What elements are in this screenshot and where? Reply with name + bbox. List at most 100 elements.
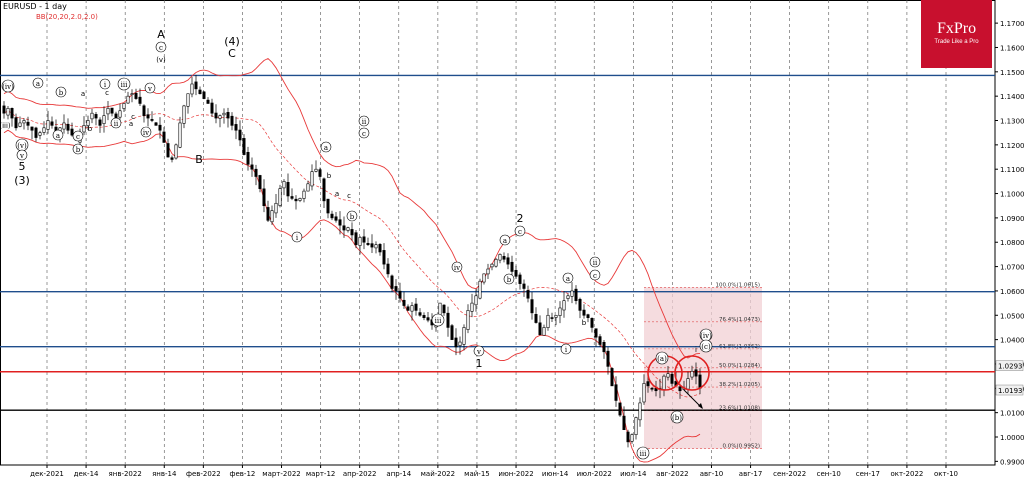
y-tick-label: 1.0400	[1000, 337, 1024, 345]
candle-down	[134, 93, 138, 99]
fxpro-logo: FxPro Trade Like a Pro	[921, 0, 992, 68]
candle-up	[554, 314, 558, 318]
price-tag-box	[995, 360, 1024, 371]
x-tick-label: март-12	[306, 470, 336, 478]
wave-label: a	[81, 90, 85, 98]
wave-label-circle	[144, 82, 156, 94]
candle-down	[154, 122, 158, 126]
wave-label-circle	[699, 339, 713, 353]
candle-down	[110, 107, 114, 114]
candle-up	[638, 402, 642, 421]
candle-up	[282, 181, 286, 189]
wave-label: a	[335, 190, 339, 198]
candle-down	[606, 350, 610, 367]
candle-down	[678, 386, 682, 392]
candle-down	[30, 126, 34, 131]
candle-up	[270, 210, 274, 223]
bollinger-middle	[3, 110, 701, 398]
candle-down	[114, 113, 118, 119]
candle-down	[290, 196, 294, 199]
candle-down	[250, 164, 254, 170]
candle-up	[478, 280, 482, 299]
candle-up	[490, 263, 494, 268]
wave-label: b	[76, 146, 81, 154]
candle-up	[346, 227, 350, 231]
candle-down	[506, 257, 510, 265]
candle-down	[522, 283, 526, 289]
bollinger-lower	[3, 129, 701, 463]
candlesticks	[2, 74, 702, 448]
candle-up	[126, 95, 130, 104]
candle-down	[646, 381, 650, 387]
candle-down	[2, 105, 6, 114]
candle-up	[298, 198, 302, 201]
candle-down	[550, 317, 554, 319]
candle-up	[466, 310, 470, 330]
candle-down	[418, 312, 422, 316]
fib-level-label: 23.6%(1.0108)	[719, 406, 760, 412]
candle-up	[18, 122, 22, 127]
x-tick-label: июл-2022	[577, 470, 612, 478]
wave-label: a	[503, 237, 507, 245]
candle-down	[422, 315, 426, 319]
y-tick-label: 1.0700	[1000, 264, 1024, 272]
candle-up	[106, 108, 110, 115]
candle-down	[226, 112, 230, 119]
candle-down	[582, 309, 586, 316]
wave-label: a	[56, 132, 60, 140]
candle-up	[686, 378, 690, 390]
candle-down	[382, 250, 386, 265]
x-tick-label: март-2022	[262, 470, 300, 478]
candle-down	[50, 121, 54, 126]
wave-label: iv	[454, 264, 460, 272]
candle-down	[158, 124, 162, 131]
candle-up	[570, 290, 574, 297]
wave-label-circle	[346, 210, 358, 222]
candle-up	[90, 112, 94, 120]
candle-down	[162, 131, 166, 143]
wave-label: c	[105, 89, 109, 97]
candle-down	[574, 288, 578, 301]
y-tick-label: 1.1500	[1000, 69, 1024, 77]
candle-up	[474, 295, 478, 306]
logo-brand: FxPro	[936, 20, 977, 37]
candle-up	[102, 115, 106, 124]
candle-down	[206, 99, 210, 104]
candle-down	[198, 89, 202, 95]
bollinger-upper	[3, 57, 701, 359]
candle-down	[66, 123, 70, 131]
candle-up	[38, 132, 42, 136]
candle-down	[534, 313, 538, 323]
candle-down	[618, 402, 622, 416]
x-tick-label: фев-12	[230, 470, 256, 478]
wave-label-circle	[562, 272, 574, 284]
candle-up	[218, 115, 222, 119]
candle-down	[150, 119, 154, 121]
candle-up	[358, 237, 362, 246]
candle-up	[498, 254, 502, 261]
y-tick-label: 1.1600	[1000, 44, 1024, 52]
wave-label: (b)	[672, 414, 682, 422]
candle-down	[526, 290, 530, 299]
candle-down	[322, 178, 326, 202]
price-axis: 1.1700 1.1600 1.1500 1.1400 1.1300 1.1200 1.11…	[995, 20, 1024, 466]
candle-down	[266, 207, 270, 221]
candle-down	[518, 274, 522, 284]
candle-up	[690, 370, 694, 378]
wave-label: i	[565, 346, 568, 354]
candle-down	[670, 373, 674, 384]
wave-label-circle	[117, 77, 131, 91]
wave-label: b	[59, 89, 64, 97]
candle-down	[350, 229, 354, 236]
candle-up	[486, 268, 490, 275]
projection-arrowhead	[698, 403, 703, 409]
y-tick-label: 1.1300	[1000, 118, 1024, 126]
wave-label-circle	[560, 343, 572, 355]
wave-label: c	[362, 130, 366, 138]
candle-down	[402, 299, 406, 306]
plot-frame	[0, 0, 996, 466]
candle-up	[174, 144, 178, 159]
wave-label-circle	[503, 273, 515, 285]
candle-up	[666, 373, 670, 378]
wave-label: v	[147, 85, 152, 93]
